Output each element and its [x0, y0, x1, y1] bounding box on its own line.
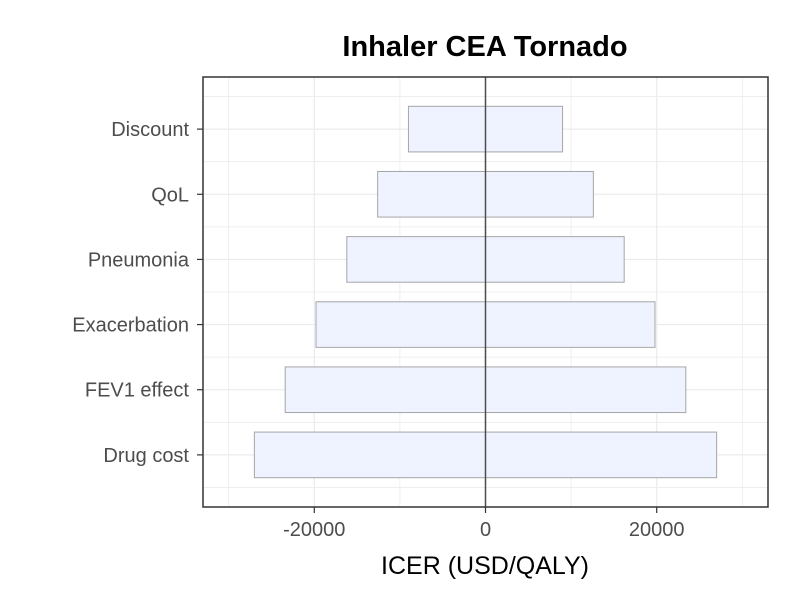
y-tick-label: FEV1 effect	[85, 380, 190, 402]
plot-panel: Discount QoL Pneumonia Exacerbation FEV1 eff…	[72, 76, 769, 541]
y-tick-label: Discount	[111, 119, 189, 141]
x-tick-label: 0	[480, 519, 491, 541]
y-tick-label: QoL	[151, 184, 189, 206]
x-tick-label: -20000	[283, 519, 345, 541]
chart-title: Inhaler CEA Tornado	[342, 31, 627, 63]
y-tick-label: Exacerbation	[72, 315, 189, 337]
x-axis-title: ICER (USD/QALY)	[381, 552, 589, 580]
y-tick-label: Drug cost	[103, 445, 189, 467]
x-tick-label: 20000	[629, 519, 685, 541]
y-tick-label: Pneumonia	[88, 249, 190, 271]
